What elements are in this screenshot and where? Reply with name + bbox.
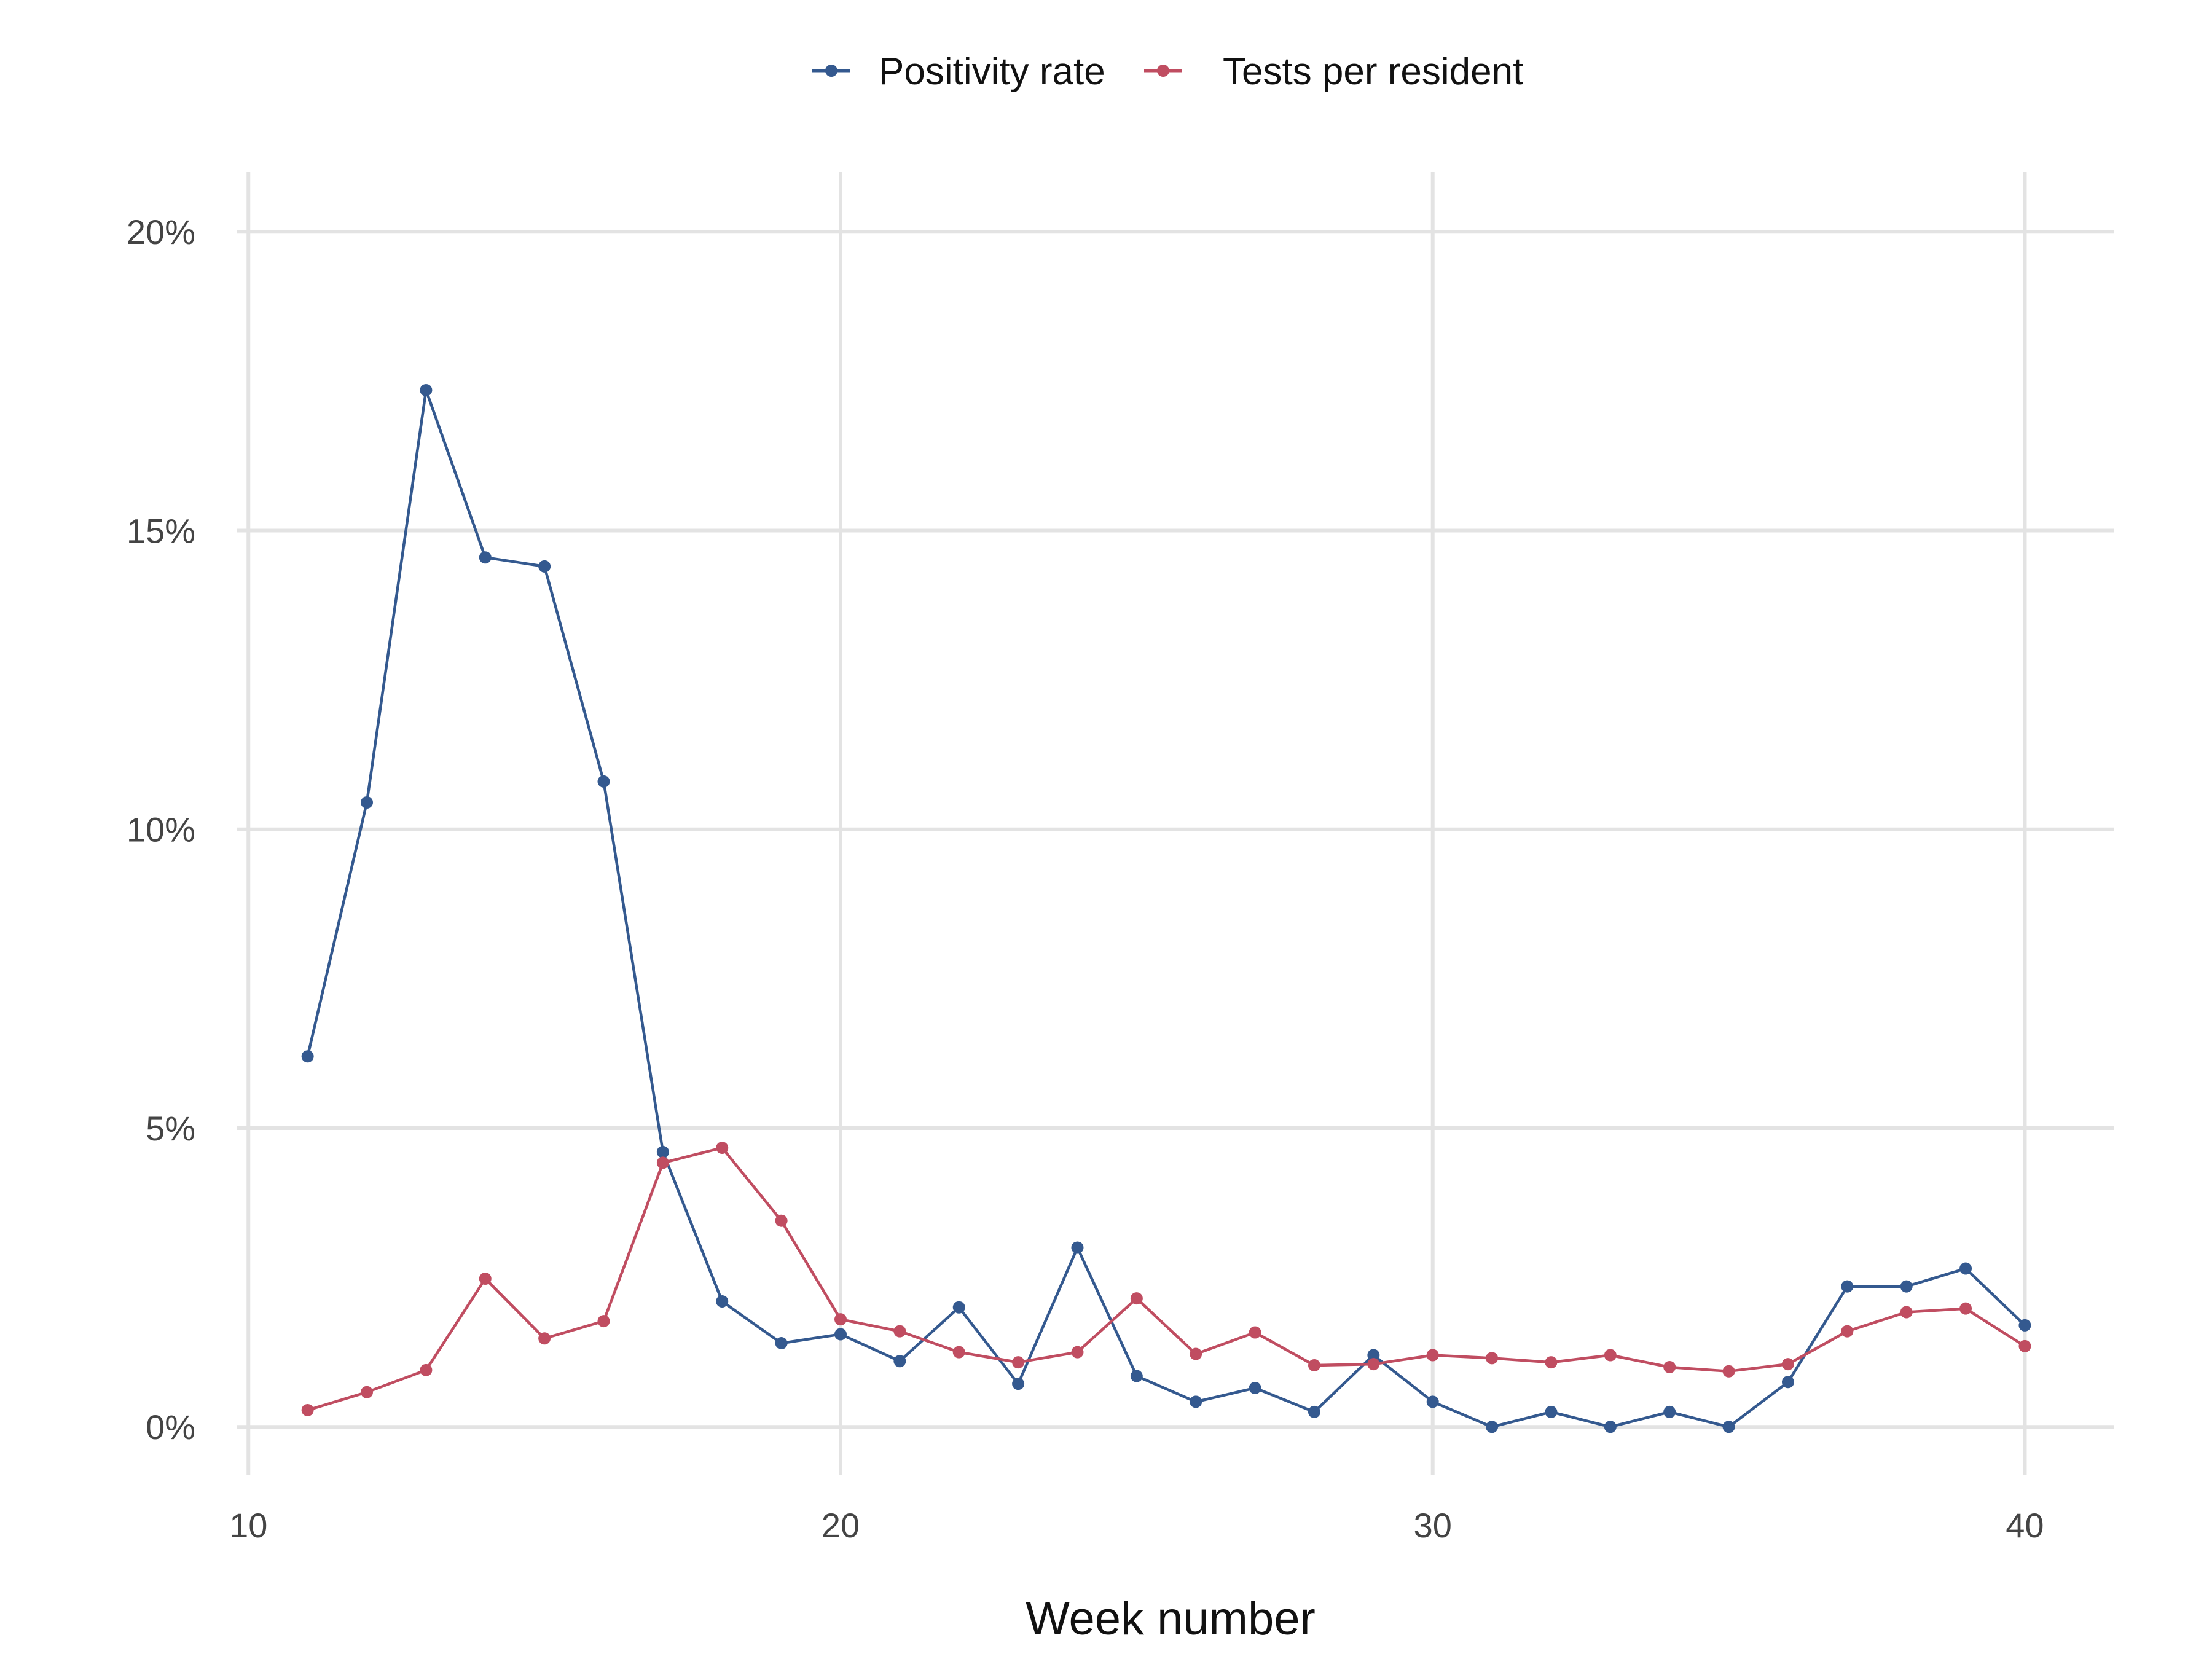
positivity-rate-point bbox=[1071, 1241, 1084, 1254]
tests-per-resident-point bbox=[716, 1142, 729, 1155]
positivity-rate-point bbox=[1663, 1405, 1676, 1418]
x-tick-label: 40 bbox=[2006, 1506, 2044, 1545]
positivity-rate-point bbox=[479, 551, 492, 564]
positivity-rate-point bbox=[1190, 1395, 1202, 1408]
tests-per-resident-point bbox=[952, 1346, 965, 1359]
positivity-rate-point bbox=[361, 796, 374, 809]
series-layer bbox=[301, 383, 2031, 1433]
positivity-rate-point bbox=[775, 1337, 788, 1350]
tests-per-resident-point bbox=[1900, 1306, 1913, 1319]
tests-per-resident-point bbox=[893, 1325, 906, 1338]
tests-per-resident-point bbox=[834, 1313, 847, 1326]
tests-per-resident-point bbox=[1012, 1356, 1025, 1369]
positivity-rate-point bbox=[1959, 1262, 1972, 1275]
tests-per-resident-point bbox=[1722, 1365, 1735, 1378]
legend-item-tests-per-resident: Tests per resident bbox=[1144, 50, 1523, 93]
tests-per-resident-point bbox=[1130, 1292, 1143, 1305]
positivity-rate-point bbox=[1130, 1370, 1143, 1382]
y-tick-label: 0% bbox=[146, 1408, 195, 1446]
positivity-rate-point bbox=[597, 775, 610, 788]
positivity-rate-point bbox=[1722, 1421, 1735, 1433]
legend-label-tests-per-resident: Tests per resident bbox=[1223, 50, 1523, 93]
tests-per-resident-point bbox=[1249, 1326, 1261, 1339]
positivity-rate-point bbox=[952, 1301, 965, 1314]
positivity-rate-point bbox=[1781, 1376, 1794, 1389]
tests-per-resident-point bbox=[1071, 1346, 1084, 1359]
y-tick-label: 15% bbox=[127, 511, 195, 550]
positivity-rate-point bbox=[1308, 1405, 1320, 1418]
x-axis-title: Week number bbox=[1026, 1593, 1316, 1645]
tests-per-resident-point bbox=[1426, 1349, 1439, 1362]
tests-per-resident-point bbox=[1841, 1325, 1854, 1338]
tests-per-resident-line bbox=[307, 1146, 2026, 1412]
tests-per-resident-point bbox=[1190, 1347, 1202, 1360]
legend-label-positivity-rate: Positivity rate bbox=[879, 50, 1105, 93]
legend-marker-positivity-rate bbox=[825, 65, 837, 77]
y-tick-label: 10% bbox=[127, 810, 195, 849]
positivity-rate-point bbox=[1486, 1421, 1499, 1433]
y-tick-label: 5% bbox=[146, 1109, 195, 1148]
y-tick-label: 20% bbox=[127, 213, 195, 251]
positivity-rate-point bbox=[1900, 1280, 1913, 1293]
tests-per-resident-point bbox=[597, 1315, 610, 1328]
legend-marker-tests-per-resident bbox=[1157, 65, 1169, 77]
tests-per-resident-point bbox=[775, 1214, 788, 1227]
positivity-rate-point bbox=[420, 383, 433, 396]
positivity-rate-point bbox=[1604, 1421, 1617, 1433]
tests-per-resident-point bbox=[538, 1332, 551, 1345]
tests-per-resident-point bbox=[1367, 1358, 1380, 1371]
positivity-rate-point bbox=[1426, 1395, 1439, 1408]
legend-item-positivity-rate: Positivity rate bbox=[812, 50, 1105, 93]
tests-per-resident-point bbox=[479, 1273, 492, 1285]
tests-per-resident-point bbox=[361, 1386, 374, 1398]
tests-per-resident-point bbox=[1663, 1360, 1676, 1373]
tests-per-resident-point bbox=[1781, 1358, 1794, 1371]
positivity-rate-line bbox=[306, 388, 2026, 1429]
positivity-rate-point bbox=[538, 560, 551, 573]
tests-per-resident-point bbox=[1959, 1302, 1972, 1315]
legend: Positivity rate Tests per resident bbox=[812, 50, 1523, 93]
tests-per-resident-point bbox=[301, 1403, 314, 1416]
tests-per-resident-point bbox=[420, 1363, 433, 1376]
grid-layer bbox=[237, 172, 2114, 1475]
positivity-rate-point bbox=[1367, 1349, 1380, 1362]
positivity-rate-point bbox=[656, 1145, 669, 1158]
tests-per-resident-point bbox=[656, 1156, 669, 1169]
positivity-rate-point bbox=[1012, 1378, 1025, 1390]
axis-layer: Week number 0% 5% 10% 15% 20% 10 20 30 40 bbox=[127, 213, 2044, 1645]
positivity-rate-point bbox=[893, 1355, 906, 1368]
x-tick-label: 10 bbox=[229, 1506, 267, 1545]
tests-per-resident-point bbox=[1604, 1349, 1617, 1362]
positivity-rate-point bbox=[1545, 1405, 1558, 1418]
tests-per-resident-point bbox=[2018, 1339, 2031, 1352]
tests-per-resident-point bbox=[1308, 1359, 1320, 1372]
x-tick-label: 30 bbox=[1414, 1506, 1452, 1545]
positivity-rate-point bbox=[716, 1295, 729, 1308]
positivity-rate-point bbox=[301, 1050, 314, 1063]
tests-per-resident-point bbox=[1486, 1352, 1499, 1365]
positivity-rate-point bbox=[1249, 1381, 1261, 1394]
positivity-rate-point bbox=[1841, 1280, 1854, 1293]
positivity-rate-point bbox=[2018, 1319, 2031, 1332]
x-tick-label: 20 bbox=[822, 1506, 860, 1545]
positivity-rate-point bbox=[834, 1328, 847, 1341]
tests-per-resident-point bbox=[1545, 1356, 1558, 1369]
